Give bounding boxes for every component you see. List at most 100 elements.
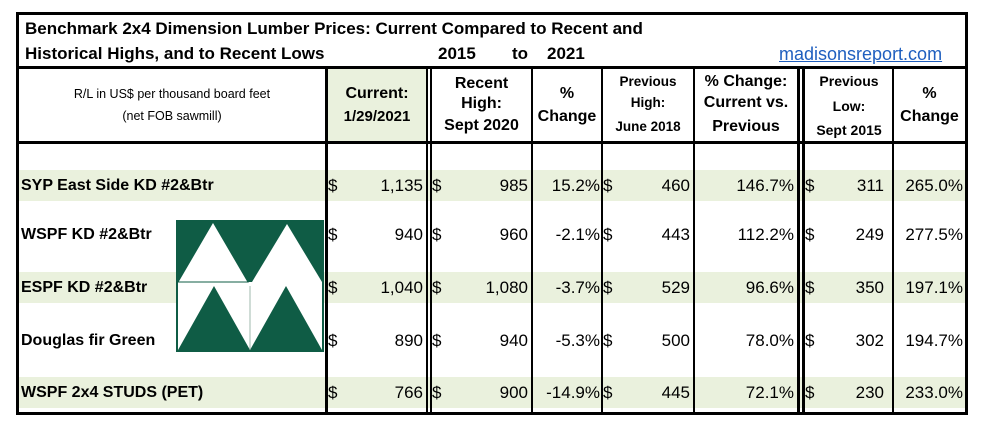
currency-symbol: $ [805, 383, 815, 402]
currency-symbol: $ [432, 278, 442, 297]
currency-symbol: $ [432, 176, 442, 195]
header-change1-line2: Change [537, 108, 597, 125]
header-change2-line3: Previous [712, 117, 780, 135]
madisons-logo [176, 220, 324, 352]
title-divider [16, 66, 968, 69]
divider-after-prev-low [892, 69, 894, 412]
header-recent-high-line1: Recent [454, 74, 509, 92]
header-change2-line2: Current vs. [703, 93, 789, 111]
header-change1-line1: % [559, 85, 575, 102]
header-prev-high-line2: High: [630, 94, 666, 110]
currency-symbol: $ [328, 383, 338, 402]
cell-change-recent: 15.2% [551, 176, 600, 195]
divider-after-change-prev-high-a [797, 69, 800, 412]
cell-prev-high: 443 [661, 225, 690, 244]
cell-change-prev-high: 146.7% [736, 176, 794, 195]
currency-symbol: $ [603, 176, 613, 195]
divider-after-current-a [426, 69, 428, 412]
header-change-prev-low: % Change [894, 69, 965, 141]
cell-prev-low: 230 [855, 383, 884, 402]
cell-change-prev-high: 96.6% [745, 278, 794, 297]
divider-after-recent-high [531, 69, 533, 412]
cell-change-recent: -5.3% [555, 331, 600, 350]
currency-symbol: $ [603, 278, 613, 297]
header-prev-high-line1: Previous [619, 73, 677, 89]
cell-change-prev-high: 112.2% [737, 225, 794, 244]
year-from: 2015 [438, 44, 476, 63]
table-row: Douglas fir Green $890 $940 -5.3% $500 78.0% $… [19, 325, 965, 356]
cell-current: 766 [394, 383, 423, 402]
table-row: SYP East Side KD #2&Btr $1,135 $985 15.2% $4… [19, 170, 965, 201]
cell-prev-low: 350 [855, 278, 884, 297]
cell-change-prev-high: 78.0% [745, 331, 794, 350]
cell-prev-low: 249 [855, 225, 884, 244]
cell-recent-high: 940 [499, 331, 528, 350]
cell-change-recent: -3.7% [555, 278, 600, 297]
header-change-recent: % Change [533, 69, 601, 141]
header-change2-line1: % Change: [704, 72, 788, 90]
header-prev-low-line1: Previous [819, 72, 879, 89]
divider-after-description [325, 69, 328, 412]
cell-current: 1,040 [380, 278, 423, 297]
cell-recent-high: 900 [499, 383, 528, 402]
currency-symbol: $ [432, 331, 442, 350]
cell-recent-high: 960 [499, 225, 528, 244]
row-label: ESPF KD #2&Btr [21, 279, 148, 296]
header-recent-high-line2: High: [461, 94, 502, 112]
currency-symbol: $ [603, 331, 613, 350]
year-to: 2021 [547, 44, 585, 63]
table-title-line2: Historical Highs, and to Recent Lows [25, 44, 325, 63]
divider-after-current-b [430, 69, 432, 412]
divider-after-change-recent [601, 69, 603, 412]
currency-symbol: $ [328, 331, 338, 350]
cell-current: 1,135 [380, 176, 423, 195]
year-to-word: to [512, 44, 529, 63]
currency-symbol: $ [432, 383, 442, 402]
cell-change-prev-low: 197.1% [905, 278, 963, 297]
cell-change-prev-low: 233.0% [905, 383, 963, 402]
header-recent-high: Recent High: Sept 2020 [432, 69, 531, 141]
cell-recent-high: 985 [499, 176, 528, 195]
header-current-line1: Current: [345, 85, 409, 102]
divider-after-change-prev-high-b [802, 69, 805, 412]
cell-prev-low: 311 [856, 176, 884, 195]
cell-recent-high: 1,080 [485, 278, 528, 297]
currency-symbol: $ [603, 383, 613, 402]
table-frame [16, 12, 968, 415]
table-row: WSPF KD #2&Btr $940 $960 -2.1% $443 112.2% $24… [19, 219, 965, 250]
header-prev-low-line3: Sept 2015 [816, 121, 882, 138]
madisons-logo-graphic [176, 220, 324, 352]
currency-symbol: $ [328, 225, 338, 244]
table-row: WSPF 2x4 STUDS (PET) $766 $900 -14.9% $445 72… [19, 377, 965, 408]
currency-symbol: $ [603, 225, 613, 244]
currency-symbol: $ [805, 278, 815, 297]
header-prev-low: Previous Low: Sept 2015 [806, 69, 892, 141]
currency-symbol: $ [805, 331, 815, 350]
source-link[interactable]: madisonsreport.com [779, 44, 943, 64]
header-current-line2: 1/29/2021 [343, 108, 411, 125]
header-divider [16, 141, 968, 144]
header-recent-high-line3: Sept 2020 [444, 116, 519, 134]
divider-after-prev-high [693, 69, 695, 412]
header-desc-line1: R/L in US$ per thousand board feet [73, 87, 271, 101]
cell-prev-high: 445 [661, 383, 690, 402]
cell-change-prev-low: 265.0% [905, 176, 963, 195]
header-desc-line2: (net FOB sawmill) [122, 109, 222, 123]
header-description: R/L in US$ per thousand board feet (net … [19, 69, 325, 141]
cell-prev-low: 302 [855, 331, 884, 350]
currency-symbol: $ [805, 225, 815, 244]
currency-symbol: $ [328, 176, 338, 195]
header-prev-high-line3: June 2018 [615, 118, 681, 134]
row-label: SYP East Side KD #2&Btr [21, 177, 214, 194]
table-row: ESPF KD #2&Btr $1,040 $1,080 -3.7% $529 96.6%… [19, 272, 965, 303]
cell-prev-high: 529 [661, 278, 690, 297]
cell-current: 940 [394, 225, 423, 244]
table-title-line1: Benchmark 2x4 Dimension Lumber Prices: C… [25, 19, 643, 38]
header-change-prev-high: % Change: Current vs. Previous [695, 69, 797, 141]
cell-change-prev-high: 72.1% [745, 383, 794, 402]
cell-current: 890 [394, 331, 423, 350]
cell-change-prev-low: 277.5% [905, 225, 963, 244]
currency-symbol: $ [328, 278, 338, 297]
header-change3-line1: % [922, 85, 937, 102]
cell-change-recent: -2.1% [555, 225, 600, 244]
